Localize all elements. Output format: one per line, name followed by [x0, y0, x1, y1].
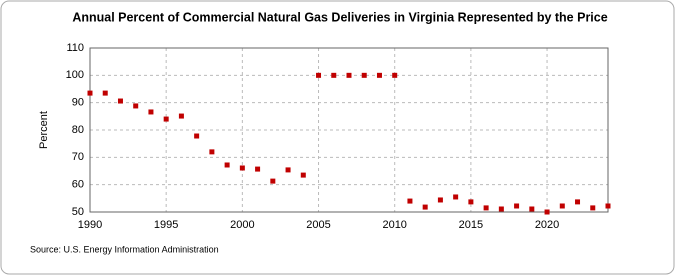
- x-tick-label: 1995: [154, 219, 178, 231]
- point: [514, 203, 520, 209]
- point: [376, 72, 382, 78]
- point: [498, 206, 504, 212]
- point: [605, 203, 611, 209]
- y-tick-label: 60: [72, 179, 84, 191]
- point: [102, 90, 108, 96]
- x-tick-label: 2005: [306, 219, 330, 231]
- y-tick-label: 90: [72, 97, 84, 109]
- chart-title: Annual Percent of Commercial Natural Gas…: [72, 10, 607, 24]
- point: [559, 203, 565, 209]
- point: [239, 165, 245, 171]
- point: [300, 172, 306, 178]
- plot-border: [89, 47, 609, 213]
- point: [316, 72, 322, 78]
- point: [117, 98, 123, 104]
- x-tick-label: 2010: [382, 219, 406, 231]
- x-tick-label: 2020: [535, 219, 559, 231]
- y-tick-label: 80: [72, 124, 84, 136]
- point: [422, 204, 428, 210]
- x-tick-label: 1990: [78, 219, 102, 231]
- point: [255, 166, 261, 172]
- point: [285, 167, 291, 173]
- point: [575, 199, 581, 205]
- x-tick-label: 2015: [459, 219, 483, 231]
- y-axis-label: Percent: [38, 111, 50, 149]
- point: [163, 116, 169, 122]
- point: [361, 72, 367, 78]
- y-tick-label: 100: [66, 69, 84, 81]
- y-tick-label: 70: [72, 151, 84, 163]
- point: [453, 194, 459, 200]
- point: [270, 178, 276, 184]
- point: [148, 109, 154, 115]
- point: [346, 72, 352, 78]
- point: [483, 205, 489, 211]
- point: [209, 149, 215, 155]
- y-tick-label: 110: [66, 42, 84, 54]
- point: [224, 162, 230, 168]
- point: [331, 72, 337, 78]
- point: [407, 198, 413, 204]
- point: [178, 113, 184, 119]
- point: [437, 197, 443, 203]
- point: [468, 199, 474, 205]
- point: [529, 206, 535, 212]
- point: [544, 209, 550, 215]
- source-note: Source: U.S. Energy Information Administ…: [30, 244, 219, 254]
- point: [133, 103, 139, 109]
- point: [590, 205, 596, 211]
- point: [87, 90, 93, 96]
- point: [392, 72, 398, 78]
- x-tick-label: 2000: [230, 219, 254, 231]
- y-tick-label: 50: [72, 206, 84, 218]
- point: [194, 133, 200, 139]
